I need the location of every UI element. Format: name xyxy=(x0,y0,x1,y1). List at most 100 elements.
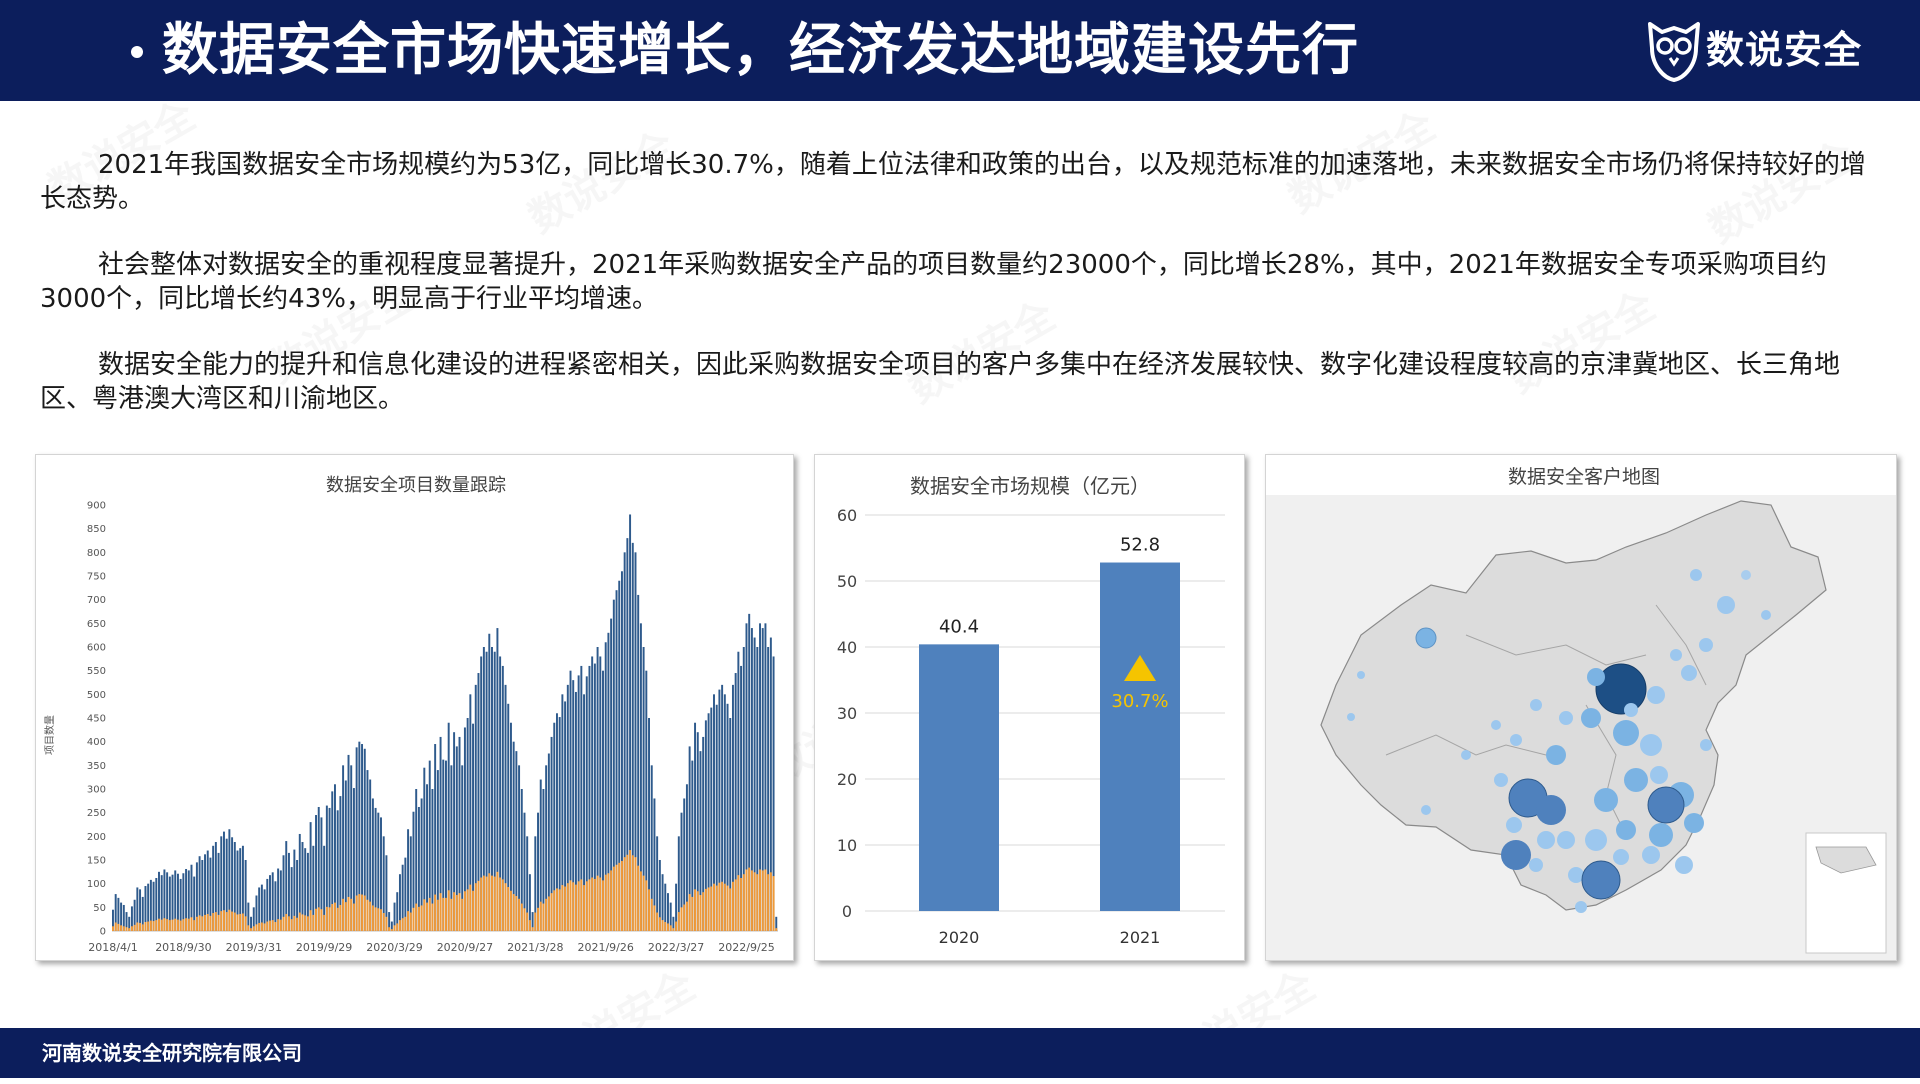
bar-total xyxy=(323,845,326,931)
bar-total xyxy=(507,703,510,931)
bar-special xyxy=(266,921,269,931)
bar-total xyxy=(190,864,193,931)
bar-total xyxy=(298,833,301,931)
bar-total xyxy=(160,875,163,931)
bar-special xyxy=(144,922,147,931)
bar-special xyxy=(526,912,529,931)
bar-total xyxy=(450,765,453,931)
bubble xyxy=(1575,901,1587,913)
bar-special xyxy=(672,928,675,931)
paragraph-regions: 数据安全能力的提升和信息化建设的进程紧密相关，因此采购数据安全项目的客户多集中在… xyxy=(40,350,1841,414)
bubble xyxy=(1647,686,1665,704)
y-tick-label: 50 xyxy=(837,572,857,591)
bar-total xyxy=(550,736,553,931)
bar-total xyxy=(750,628,753,931)
bar-total xyxy=(204,854,206,931)
bar-special xyxy=(637,865,640,931)
bar-special xyxy=(223,910,225,931)
bar-special xyxy=(404,916,407,931)
bar-special xyxy=(667,923,669,931)
bar-special xyxy=(166,919,169,931)
y-tick-label: 10 xyxy=(837,836,857,855)
bar-special xyxy=(477,880,480,931)
bar-special xyxy=(463,891,466,931)
bar-special xyxy=(669,925,672,931)
bar-special xyxy=(287,916,290,931)
bar-total xyxy=(626,538,629,931)
bar-total xyxy=(699,751,702,931)
bar-special xyxy=(439,893,442,931)
bar-total xyxy=(482,647,485,931)
bar-total xyxy=(147,883,150,931)
x-tick-label: 2021/3/28 xyxy=(507,941,563,954)
bar-special xyxy=(371,905,374,931)
bar-special xyxy=(282,916,285,931)
bar-special xyxy=(593,878,596,931)
bar-total xyxy=(447,722,450,931)
bar-special xyxy=(715,885,718,931)
bar-total xyxy=(152,881,155,931)
bar-total xyxy=(285,841,288,931)
bar-total xyxy=(620,571,623,931)
bar-total xyxy=(195,862,198,931)
bar-total xyxy=(274,881,277,931)
chart-title: 数据安全市场规模（亿元） xyxy=(910,474,1150,498)
bar-special xyxy=(369,901,372,931)
growth-label: 30.7% xyxy=(1111,691,1168,712)
y-tick-label: 450 xyxy=(87,714,106,725)
bar-special xyxy=(550,893,553,931)
project-count-chart-svg: 数据安全项目数量跟踪 项目数量 0 50 100 150 200 250 300 350 400… xyxy=(43,475,778,954)
bar-special xyxy=(642,875,645,931)
bar-special xyxy=(556,888,558,931)
bar-special xyxy=(696,891,699,931)
bubble xyxy=(1613,720,1639,746)
bar-total xyxy=(269,875,271,931)
bar-total xyxy=(352,788,355,931)
bar-special xyxy=(707,887,710,931)
bar-total xyxy=(518,765,521,931)
bar-total xyxy=(531,912,534,931)
province-borders xyxy=(1465,634,1647,666)
bar-special xyxy=(756,874,759,931)
bar-special xyxy=(466,889,469,931)
bar-special xyxy=(750,870,753,931)
bar-special xyxy=(363,895,366,931)
bar-value-label: 40.4 xyxy=(939,616,979,637)
bar-total xyxy=(393,902,396,931)
bar-total xyxy=(480,656,483,931)
bubble xyxy=(1494,773,1508,787)
x-tick-label: 2021 xyxy=(1120,928,1161,947)
bar-total xyxy=(680,812,683,931)
bar-total xyxy=(176,873,179,931)
bar-total xyxy=(577,675,580,931)
bar-total xyxy=(501,665,504,931)
bar-special xyxy=(206,913,209,931)
bar-total xyxy=(363,748,366,931)
bar-total xyxy=(390,921,393,931)
bar-total xyxy=(629,514,632,931)
bar-total xyxy=(158,871,160,931)
bubble xyxy=(1595,663,1647,715)
bar-total xyxy=(515,751,518,931)
bar-total xyxy=(493,651,496,931)
china-outline xyxy=(1320,500,1827,911)
bar-special xyxy=(572,882,575,931)
company-name: 河南数说安全研究院有限公司 xyxy=(42,1041,302,1065)
bar-total xyxy=(420,798,423,931)
y-tick-label: 0 xyxy=(100,927,106,938)
inset-coastline xyxy=(1815,846,1877,874)
bubble xyxy=(1650,766,1668,784)
bar-total xyxy=(485,651,488,931)
bar-total xyxy=(769,637,772,931)
bar-special xyxy=(160,919,163,931)
bar-special xyxy=(279,919,282,931)
bar-total xyxy=(455,746,458,931)
bar-special xyxy=(493,876,496,931)
bar-special xyxy=(737,875,740,931)
bar-special xyxy=(225,912,228,931)
bar-total xyxy=(112,909,114,931)
bar-special xyxy=(155,920,158,931)
bar-total xyxy=(358,741,361,931)
header-bar: 数据安全市场快速增长，经济发达地域建设先行 数说安全 xyxy=(0,0,1920,101)
bar-special xyxy=(574,884,577,931)
